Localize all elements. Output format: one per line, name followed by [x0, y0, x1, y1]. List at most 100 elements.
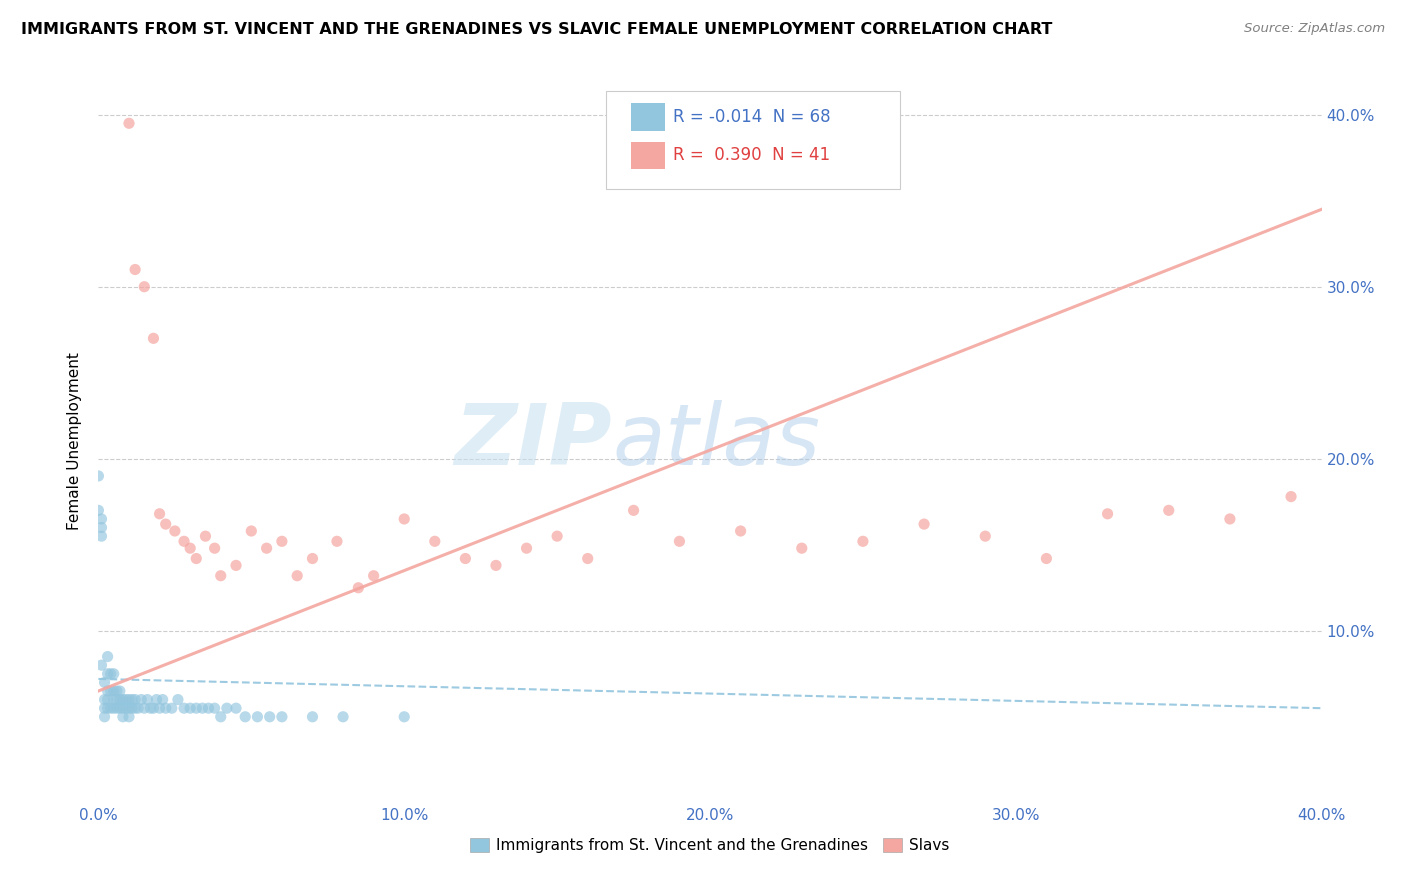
Point — [149, 701, 172, 715]
Point — [1157, 503, 1180, 517]
Point — [149, 507, 172, 521]
Point — [108, 701, 131, 715]
Point — [285, 568, 308, 582]
Point — [100, 701, 122, 715]
Point — [105, 701, 128, 715]
Point — [93, 692, 115, 706]
Point — [103, 666, 125, 681]
Text: Source: ZipAtlas.com: Source: ZipAtlas.com — [1244, 22, 1385, 36]
Point — [142, 331, 165, 345]
Point — [179, 541, 201, 556]
Point — [516, 541, 538, 556]
Point — [103, 701, 125, 715]
Point — [209, 568, 232, 582]
Point — [225, 701, 247, 715]
Point — [142, 701, 165, 715]
Point — [93, 710, 115, 724]
Point — [301, 551, 323, 566]
Point — [152, 692, 174, 706]
Point — [111, 710, 134, 724]
Point — [108, 684, 131, 698]
Point — [155, 701, 177, 715]
Point — [103, 684, 125, 698]
Point — [204, 541, 226, 556]
Point — [363, 568, 385, 582]
Point — [332, 710, 354, 724]
Point — [124, 701, 146, 715]
Point — [209, 710, 232, 724]
Point — [115, 701, 138, 715]
Point — [93, 701, 115, 715]
Point — [546, 529, 568, 543]
Point — [108, 692, 131, 706]
Point — [204, 701, 226, 715]
Point — [246, 710, 269, 724]
Text: atlas: atlas — [612, 400, 820, 483]
Point — [163, 524, 186, 538]
Point — [105, 684, 128, 698]
Legend: Immigrants from St. Vincent and the Grenadines, Slavs: Immigrants from St. Vincent and the Gren… — [470, 838, 950, 853]
Point — [233, 710, 256, 724]
Point — [623, 503, 645, 517]
Point — [186, 701, 208, 715]
Point — [129, 692, 152, 706]
Text: R = -0.014  N = 68: R = -0.014 N = 68 — [673, 108, 831, 126]
Point — [326, 534, 349, 549]
Point — [124, 692, 146, 706]
Point — [167, 692, 190, 706]
Point — [912, 517, 935, 532]
Point — [145, 692, 167, 706]
Point — [173, 701, 195, 715]
Point — [118, 701, 141, 715]
Point — [1097, 507, 1119, 521]
Point — [100, 684, 122, 698]
Point — [118, 116, 141, 130]
Point — [454, 551, 477, 566]
Point — [347, 581, 370, 595]
Point — [1219, 512, 1241, 526]
Point — [852, 534, 875, 549]
Point — [90, 658, 112, 673]
Point — [215, 701, 238, 715]
Point — [270, 710, 292, 724]
Point — [576, 551, 599, 566]
Point — [197, 701, 219, 715]
Point — [136, 692, 159, 706]
Point — [139, 701, 162, 715]
Text: R =  0.390  N = 41: R = 0.390 N = 41 — [673, 146, 831, 164]
Point — [1279, 490, 1302, 504]
Point — [103, 692, 125, 706]
Point — [90, 520, 112, 534]
Point — [259, 710, 281, 724]
Point — [105, 692, 128, 706]
FancyBboxPatch shape — [606, 91, 900, 189]
Point — [485, 558, 508, 573]
Point — [97, 666, 120, 681]
Point — [240, 524, 263, 538]
Point — [111, 701, 134, 715]
Text: ZIP: ZIP — [454, 400, 612, 483]
Point — [730, 524, 752, 538]
Point — [118, 692, 141, 706]
Point — [87, 469, 110, 483]
FancyBboxPatch shape — [630, 103, 665, 131]
Point — [270, 534, 292, 549]
Point — [256, 541, 278, 556]
Point — [160, 701, 183, 715]
Point — [97, 701, 120, 715]
Text: IMMIGRANTS FROM ST. VINCENT AND THE GRENADINES VS SLAVIC FEMALE UNEMPLOYMENT COR: IMMIGRANTS FROM ST. VINCENT AND THE GREN… — [21, 22, 1053, 37]
Point — [423, 534, 446, 549]
Point — [93, 675, 115, 690]
Point — [97, 684, 120, 698]
Point — [121, 692, 143, 706]
Point — [974, 529, 997, 543]
Point — [191, 701, 214, 715]
Point — [155, 517, 177, 532]
Point — [173, 534, 195, 549]
Point — [90, 529, 112, 543]
Point — [186, 551, 208, 566]
Point — [97, 649, 120, 664]
Point — [194, 529, 217, 543]
Point — [87, 503, 110, 517]
Point — [1035, 551, 1057, 566]
